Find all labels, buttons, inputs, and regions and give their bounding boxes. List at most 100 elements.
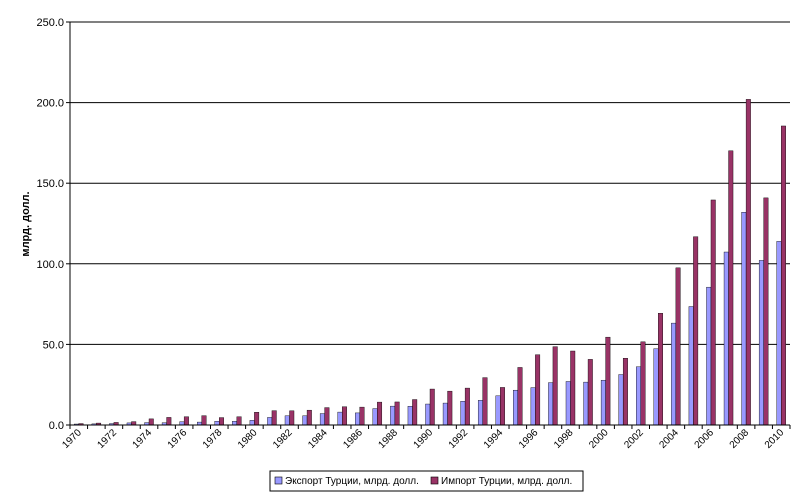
y-tick-label: 50.0	[43, 339, 64, 351]
y-axis-label: млрд. долл.	[20, 191, 32, 256]
y-tick-label: 150.0	[36, 178, 64, 190]
legend-swatch-import	[430, 476, 439, 485]
import-bar-1985	[342, 406, 347, 426]
export-bar-1979	[232, 421, 238, 426]
import-bar-1974	[148, 418, 154, 426]
x-tick-label: 1980	[236, 427, 260, 451]
export-bar-2007	[723, 251, 729, 426]
import-bar-1973	[131, 421, 137, 426]
legend: Экспорт Турции, млрд. долл. Импорт Турци…	[269, 470, 584, 492]
import-bar-2001	[622, 358, 628, 426]
import-bar-1988	[394, 401, 400, 426]
x-tick-label: 1986	[341, 427, 365, 451]
import-bar-1994	[500, 387, 505, 426]
import-bar-1996	[535, 354, 541, 426]
export-bar-1990	[425, 403, 431, 426]
export-bar-2002	[636, 366, 641, 426]
import-bar-1982	[289, 410, 295, 426]
export-bar-1978	[214, 421, 220, 426]
x-tick-label: 1988	[376, 427, 400, 451]
import-bar-2010	[781, 125, 786, 426]
import-bar-2008	[745, 99, 751, 426]
import-bar-1990	[429, 388, 435, 426]
export-bar-1982	[284, 415, 290, 426]
import-bar-2003	[658, 313, 663, 426]
x-tick-label: 2010	[763, 427, 787, 451]
x-tick-label: 1998	[552, 427, 576, 451]
import-bar-2004	[675, 267, 681, 426]
legend-swatch-export	[274, 476, 283, 485]
y-tick-label: 200.0	[36, 98, 64, 110]
export-bar-2006	[706, 286, 712, 426]
export-bar-2005	[688, 306, 694, 426]
legend-frame	[269, 470, 584, 492]
export-bar-2004	[671, 322, 677, 426]
x-tick-label: 1978	[201, 427, 225, 451]
x-tick-label: 2006	[693, 427, 717, 451]
import-bar-1998	[570, 350, 576, 426]
import-bar-2007	[728, 150, 734, 426]
import-bar-1991	[447, 390, 453, 426]
export-bar-2010	[776, 241, 782, 426]
import-bar-1999	[587, 359, 593, 426]
export-bar-1996	[530, 387, 536, 426]
import-bar-2009	[763, 197, 769, 426]
export-bar-1985	[337, 411, 343, 426]
export-bar-2001	[618, 374, 624, 426]
import-bar-1978	[219, 417, 224, 426]
import-bar-1979	[236, 416, 242, 426]
import-bar-1983	[306, 409, 312, 426]
import-bar-2006	[710, 199, 716, 426]
x-tick-label: 2000	[587, 427, 611, 451]
y-tick-label: 100.0	[36, 259, 64, 271]
export-bar-1994	[495, 395, 501, 426]
export-bar-1980	[249, 420, 255, 426]
export-bar-2009	[758, 260, 764, 426]
export-bar-2003	[653, 348, 659, 426]
x-tick-label: 1996	[517, 427, 541, 451]
export-bar-2008	[741, 212, 747, 426]
export-bar-1998	[565, 381, 571, 426]
x-tick-label: 1974	[131, 427, 155, 451]
export-bar-1997	[548, 382, 554, 426]
export-bar-1989	[407, 406, 413, 426]
x-tick-label: 1990	[412, 427, 436, 451]
x-tick-label: 1972	[96, 427, 120, 451]
import-bar-1993	[482, 377, 488, 426]
export-bar-1993	[477, 400, 483, 426]
import-bar-1984	[324, 407, 330, 426]
export-bar-1984	[319, 413, 325, 426]
import-bar-1976	[183, 416, 189, 426]
export-bar-1991	[442, 402, 448, 426]
export-bar-1986	[355, 412, 360, 426]
import-bar-2000	[605, 336, 611, 426]
import-bar-1995	[517, 367, 523, 426]
import-bar-1981	[271, 410, 277, 426]
x-tick-label: 1982	[271, 427, 295, 451]
x-tick-label: 1994	[482, 427, 506, 451]
y-tick-label: 0.0	[49, 420, 64, 432]
import-bar-1986	[359, 406, 365, 426]
export-bar-2000	[600, 379, 606, 426]
import-bar-1992	[464, 387, 470, 426]
legend-label-import: Импорт Турции, млрд. долл.	[441, 476, 572, 487]
x-tick-label: 1992	[447, 427, 471, 451]
import-bar-1980	[254, 412, 260, 426]
x-tick-label: 1976	[166, 427, 190, 451]
x-tick-label: 2004	[657, 427, 681, 451]
axes	[69, 22, 791, 429]
export-bar-1987	[372, 408, 378, 426]
y-tick-labels: 0.0 50.0 100.0 150.0 200.0 250.0	[36, 17, 64, 432]
import-bar-1975	[166, 417, 172, 426]
legend-label-export: Экспорт Турции, млрд. долл.	[285, 476, 419, 487]
import-bar-1987	[377, 401, 383, 426]
import-bar-1977	[201, 415, 207, 426]
export-bar-1983	[302, 415, 308, 426]
import-bar-1989	[412, 399, 418, 426]
x-tick-label: 2002	[622, 427, 646, 451]
import-bar-1997	[552, 346, 558, 426]
import-bar-2002	[640, 341, 646, 426]
export-bar-1995	[513, 389, 518, 426]
